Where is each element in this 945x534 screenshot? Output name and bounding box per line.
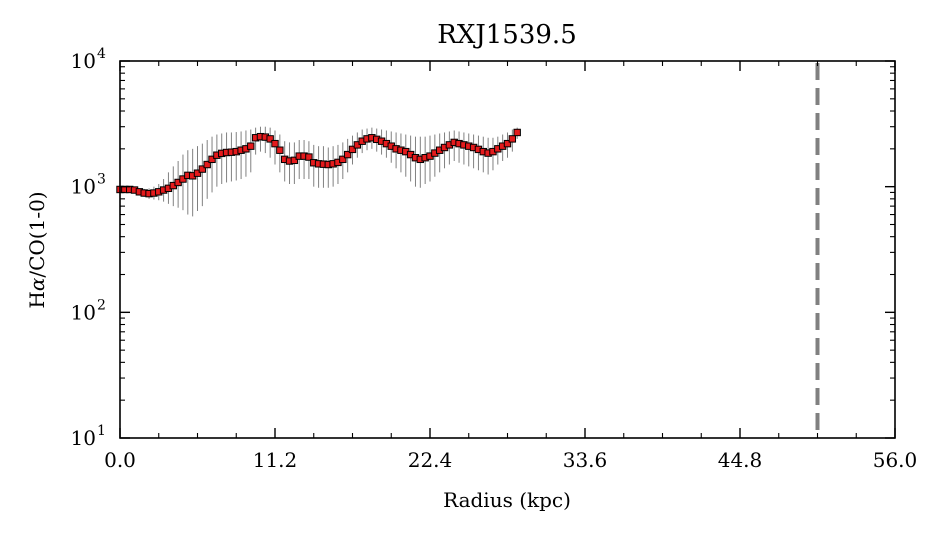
x-axis-ticks: 0.0 11.2 22.4 33.6 44.8 56.0 — [104, 61, 917, 472]
y-tick-label: 10 — [71, 300, 96, 324]
y-tick-exponent: 2 — [97, 297, 106, 313]
data-point — [503, 139, 512, 148]
data-point — [247, 142, 255, 150]
data-point — [276, 146, 284, 154]
x-tick-label: 22.4 — [408, 448, 453, 472]
plot-area — [116, 63, 820, 438]
data-point — [266, 135, 274, 143]
y-tick-exponent: 3 — [97, 172, 106, 188]
x-tick-label: 33.6 — [563, 448, 608, 472]
x-axis-label: Radius (kpc) — [443, 488, 571, 512]
y-axis-label-prefix: H — [25, 291, 49, 308]
data-point — [343, 150, 352, 159]
x-tick-label: 11.2 — [253, 448, 298, 472]
data-point — [193, 169, 202, 177]
chart-title: RXJ1539.5 — [437, 20, 576, 50]
plot-frame — [119, 60, 896, 439]
data-point — [513, 128, 521, 137]
y-axis-label-greek: α — [25, 277, 49, 291]
data-point — [208, 155, 216, 164]
data-point — [508, 135, 517, 143]
y-axis-label: Hα/CO(1-0) — [25, 191, 49, 308]
x-tick-label: 56.0 — [873, 448, 918, 472]
y-tick-exponent: 1 — [97, 423, 106, 439]
data-point — [348, 145, 357, 154]
data-point — [305, 153, 313, 161]
y-tick-exponent: 4 — [97, 46, 106, 62]
y-tick-label: 10 — [71, 175, 96, 199]
y-tick-label: 10 — [71, 426, 96, 450]
data-point — [339, 155, 347, 164]
data-markers — [116, 128, 521, 198]
x-tick-label: 44.8 — [718, 448, 763, 472]
y-axis-label-suffix: /CO(1-0) — [25, 191, 49, 277]
data-point — [290, 156, 299, 165]
data-point — [271, 139, 279, 148]
y-tick-label: 10 — [71, 49, 96, 73]
x-tick-label: 0.0 — [104, 448, 136, 472]
data-point — [198, 165, 207, 173]
data-point — [203, 160, 211, 169]
